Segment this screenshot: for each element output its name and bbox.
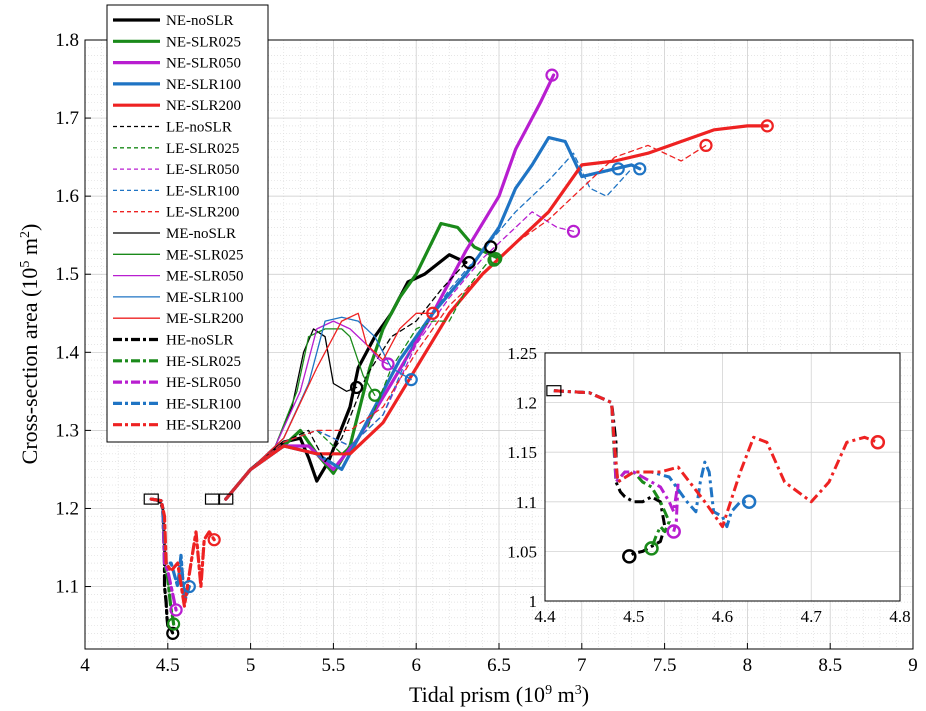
end-marker <box>633 162 647 176</box>
end-marker <box>611 162 625 176</box>
y-tick-label: 1.3 <box>55 420 79 441</box>
legend-label: ME-SLR025 <box>166 247 244 263</box>
x-tick-label: 5.5 <box>322 655 346 676</box>
inset-x-tick-label: 4.5 <box>623 607 644 626</box>
legend-items: NE-noSLR NE-SLR025 NE-SLR050 NE-SLR100 NE-SL… <box>113 13 244 434</box>
inset-series-line <box>553 389 879 529</box>
legend-label: NE-SLR025 <box>166 34 241 50</box>
inset-y-tick-label: 1.05 <box>507 542 537 561</box>
legend-label: NE-SLR100 <box>166 77 241 93</box>
inset-ticks: 4.4 4.5 4.6 4.7 4.8 1 1.05 1.1 1.15 1.2 1.25 <box>507 344 910 626</box>
legend-label: HE-SLR200 <box>166 418 241 434</box>
y-axis-label: Cross-section area (105 m2) <box>17 224 42 465</box>
end-marker <box>169 603 183 617</box>
x-tick-label: 8 <box>743 655 753 676</box>
legend-label: HE-SLR050 <box>166 375 241 391</box>
end-marker <box>404 373 418 387</box>
inset-series-line <box>553 389 671 549</box>
y-tick-label: 1.1 <box>55 577 79 598</box>
main-ticks: 4 4.5 5 5.5 6 6.5 7 7.5 8 8.5 9 1.1 1.2 1.3 1.4 1.5 1.6 1… <box>55 30 918 676</box>
legend: NE-noSLR NE-SLR025 NE-SLR050 NE-SLR100 NE-SL… <box>106 4 269 443</box>
end-marker <box>484 240 498 254</box>
start-marker <box>204 493 221 505</box>
end-marker <box>207 533 221 547</box>
y-tick-label: 1.5 <box>55 264 79 285</box>
y-tick-label: 1.7 <box>55 108 79 129</box>
legend-label: ME-SLR050 <box>166 269 244 285</box>
legend-label: ME-SLR100 <box>166 290 244 306</box>
inset-end-marker <box>741 494 757 510</box>
legend-label: HE-SLR025 <box>166 354 241 370</box>
inset-end-marker <box>644 541 659 556</box>
end-marker <box>699 138 713 153</box>
legend-box <box>106 4 269 443</box>
inset-chart: 4.4 4.5 4.6 4.7 4.8 1 1.05 1.1 1.15 1.2 1.25 <box>507 344 910 626</box>
end-marker <box>487 253 501 267</box>
end-marker <box>426 306 440 320</box>
inset-y-tick-label: 1 <box>529 592 538 611</box>
legend-label: ME-noSLR <box>166 226 236 242</box>
legend-label: NE-SLR200 <box>166 98 241 114</box>
legend-label: LE-noSLR <box>166 120 232 136</box>
start-marker <box>143 493 159 505</box>
x-tick-label: 6.5 <box>487 655 511 676</box>
inset-x-tick-label: 4.4 <box>534 607 556 626</box>
end-marker <box>166 617 181 631</box>
legend-label: LE-SLR200 <box>166 205 239 221</box>
legend-label: LE-SLR050 <box>166 162 239 178</box>
inset-start-marker <box>546 385 562 397</box>
inset-y-tick-label: 1.15 <box>507 443 537 462</box>
inset-end-marker <box>666 524 681 539</box>
end-marker <box>545 68 559 82</box>
inset-end-marker <box>622 549 637 564</box>
series-line <box>225 144 707 500</box>
end-marker <box>166 626 180 640</box>
series-line <box>224 221 501 501</box>
inset-y-tick-label: 1.25 <box>507 344 537 363</box>
inset-x-tick-label: 4.6 <box>712 607 733 626</box>
x-tick-label: 7 <box>577 655 587 676</box>
y-tick-label: 1.6 <box>55 186 79 207</box>
inset-series <box>553 389 879 558</box>
end-marker <box>368 388 382 402</box>
series-line <box>225 312 434 500</box>
x-tick-label: 5 <box>246 655 256 676</box>
legend-label: NE-noSLR <box>166 13 234 29</box>
end-marker <box>566 224 581 238</box>
inset-series-line <box>553 389 680 532</box>
x-axis-label: Tidal prism (109 m3) <box>409 682 589 707</box>
y-tick-label: 1.2 <box>55 498 79 519</box>
inset-markers <box>546 385 886 564</box>
inset-end-marker <box>870 435 886 450</box>
x-tick-label: 7.5 <box>653 655 677 676</box>
y-tick-label: 1.8 <box>55 30 79 51</box>
start-marker <box>218 493 234 505</box>
x-tick-label: 9 <box>908 655 918 676</box>
inset-x-tick-label: 4.7 <box>801 607 823 626</box>
y-tick-label: 1.4 <box>55 342 79 363</box>
legend-label: NE-SLR050 <box>166 56 241 72</box>
legend-label: ME-SLR200 <box>166 311 244 327</box>
inset-y-tick-label: 1.1 <box>516 493 537 512</box>
end-marker <box>349 380 364 395</box>
main-markers <box>143 68 774 640</box>
x-tick-label: 4.5 <box>156 655 180 676</box>
end-marker <box>381 357 395 371</box>
end-marker <box>489 252 503 266</box>
end-marker <box>760 119 774 133</box>
x-tick-label: 8.5 <box>818 655 842 676</box>
x-tick-label: 4 <box>80 655 90 676</box>
legend-label: HE-noSLR <box>166 333 234 349</box>
series-line <box>149 497 216 608</box>
inset-y-tick-label: 1.2 <box>516 394 537 413</box>
end-marker <box>182 579 196 594</box>
end-marker <box>462 255 476 270</box>
legend-label: HE-SLR100 <box>166 396 241 412</box>
legend-label: LE-SLR025 <box>166 141 239 157</box>
legend-label: LE-SLR100 <box>166 183 239 199</box>
inset-x-tick-label: 4.8 <box>889 607 910 626</box>
inset-frame <box>544 352 901 602</box>
x-tick-label: 6 <box>411 655 421 676</box>
